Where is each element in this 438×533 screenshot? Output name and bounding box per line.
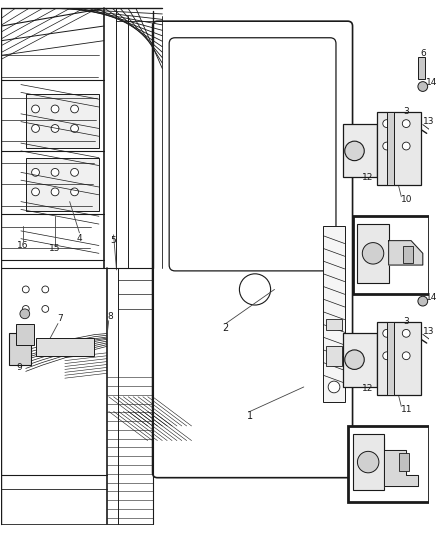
Text: 17: 17: [407, 461, 419, 470]
Circle shape: [22, 305, 29, 312]
Circle shape: [418, 296, 427, 306]
Text: 14: 14: [426, 293, 437, 302]
Text: 13: 13: [423, 327, 434, 336]
Text: 8: 8: [108, 312, 113, 321]
Text: 13: 13: [423, 117, 434, 126]
Circle shape: [71, 105, 78, 113]
Circle shape: [71, 125, 78, 132]
Text: 9: 9: [16, 363, 22, 372]
Bar: [348, 426, 429, 502]
Text: 12: 12: [361, 384, 373, 393]
Circle shape: [32, 125, 39, 132]
Text: 3: 3: [403, 317, 409, 326]
Circle shape: [42, 286, 49, 293]
Bar: [353, 434, 384, 490]
Bar: [399, 453, 409, 471]
Bar: [26, 94, 99, 148]
Text: 12: 12: [361, 173, 373, 182]
Polygon shape: [384, 438, 418, 487]
Circle shape: [357, 451, 379, 473]
Circle shape: [345, 141, 364, 160]
Text: 17: 17: [410, 249, 422, 258]
Circle shape: [383, 142, 391, 150]
Circle shape: [71, 168, 78, 176]
Circle shape: [51, 105, 59, 113]
Circle shape: [20, 309, 30, 319]
Bar: [343, 124, 377, 177]
Bar: [326, 346, 342, 366]
Bar: [26, 158, 99, 212]
Text: 3: 3: [403, 107, 409, 116]
Bar: [357, 224, 389, 282]
Text: 7: 7: [57, 314, 63, 323]
Circle shape: [328, 381, 340, 393]
Bar: [326, 319, 342, 330]
Circle shape: [345, 350, 364, 369]
Circle shape: [42, 305, 49, 312]
Bar: [418, 57, 425, 79]
Circle shape: [418, 82, 427, 91]
Circle shape: [51, 125, 59, 132]
Bar: [377, 321, 421, 395]
Text: 6: 6: [420, 49, 426, 58]
Bar: [16, 324, 34, 345]
Text: 4: 4: [77, 234, 82, 243]
Bar: [387, 112, 395, 185]
Bar: [418, 272, 425, 293]
Bar: [323, 226, 345, 401]
Circle shape: [32, 188, 39, 196]
Circle shape: [403, 329, 410, 337]
Circle shape: [51, 168, 59, 176]
Bar: [377, 112, 421, 185]
Text: 15: 15: [49, 244, 61, 253]
Circle shape: [51, 188, 59, 196]
Text: 11: 11: [400, 405, 412, 414]
Bar: [403, 246, 413, 263]
Text: 6: 6: [420, 263, 426, 272]
Bar: [35, 338, 94, 356]
Circle shape: [32, 168, 39, 176]
Text: 10: 10: [400, 195, 412, 204]
Circle shape: [71, 188, 78, 196]
Circle shape: [32, 105, 39, 113]
Bar: [343, 333, 377, 387]
Text: 2: 2: [223, 324, 229, 334]
Circle shape: [362, 243, 384, 264]
Text: 14: 14: [426, 78, 437, 87]
Circle shape: [383, 352, 391, 360]
Circle shape: [403, 120, 410, 127]
Text: 5: 5: [111, 236, 117, 245]
Text: 16: 16: [17, 241, 28, 250]
Circle shape: [403, 352, 410, 360]
Bar: [9, 333, 31, 365]
Circle shape: [383, 120, 391, 127]
Circle shape: [22, 286, 29, 293]
Circle shape: [383, 329, 391, 337]
Text: 1: 1: [247, 411, 253, 421]
Bar: [387, 321, 395, 395]
Circle shape: [403, 142, 410, 150]
Bar: [353, 216, 429, 294]
Polygon shape: [389, 241, 423, 265]
